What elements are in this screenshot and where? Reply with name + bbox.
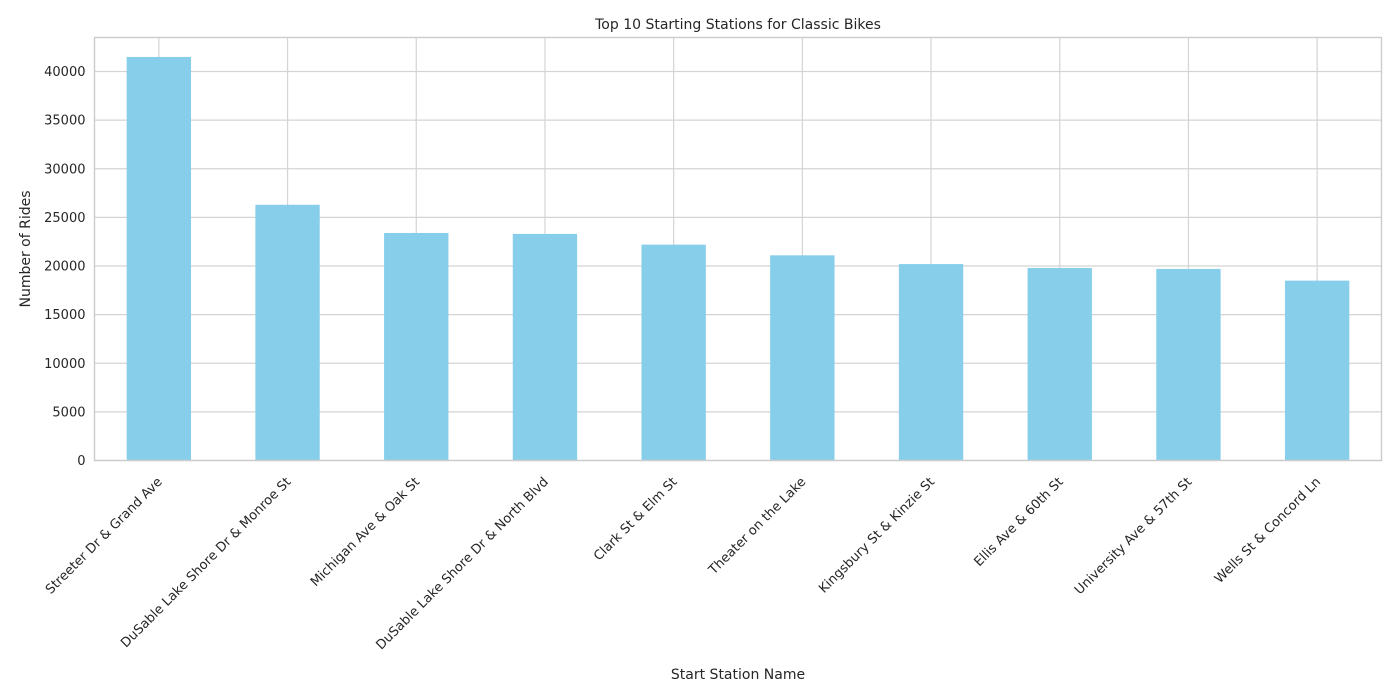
- bar: [641, 244, 706, 461]
- y-tick-labels: 0 5000 10000 15000 20000 25000 30000 35000 40000: [44, 65, 85, 469]
- x-axis-label: Start Station Name: [671, 667, 805, 683]
- x-tick-label: Clark St & Elm St: [591, 475, 680, 564]
- y-tick-label: 10000: [44, 357, 85, 372]
- plot-frame: [93, 36, 1383, 462]
- x-tick-label: Kingsbury St & Kinzie St: [816, 475, 938, 597]
- bar: [126, 56, 192, 461]
- bar: [1027, 267, 1092, 461]
- x-tick-label: University Ave & 57th St: [1072, 475, 1195, 598]
- bar: [1156, 268, 1221, 461]
- y-tick-label: 0: [77, 454, 85, 469]
- y-tick-label: 5000: [52, 405, 85, 420]
- bar: [384, 232, 449, 461]
- y-tick-label: 35000: [44, 114, 85, 129]
- bar: [512, 233, 578, 461]
- bar: [770, 255, 835, 461]
- x-tick-label: Streeter Dr & Grand Ave: [43, 475, 166, 598]
- y-tick-label: 40000: [44, 65, 85, 80]
- x-tick-label: Ellis Ave & 60th St: [971, 475, 1066, 570]
- bar: [898, 264, 964, 461]
- x-tick-label: Michigan Ave & Oak St: [308, 475, 423, 590]
- y-axis-label: Number of Rides: [18, 190, 34, 307]
- y-tick-label: 30000: [44, 162, 85, 177]
- bar: [255, 204, 320, 461]
- x-tick-label: Theater on the Lake: [705, 475, 809, 579]
- chart-title: Top 10 Starting Stations for Classic Bik…: [594, 17, 881, 33]
- bar: [1284, 280, 1350, 461]
- y-tick-label: 20000: [44, 260, 85, 275]
- y-tick-label: 15000: [44, 308, 85, 323]
- x-tick-label: Wells St & Concord Ln: [1212, 475, 1324, 587]
- bars: [126, 56, 1350, 461]
- y-tick-label: 25000: [44, 211, 85, 226]
